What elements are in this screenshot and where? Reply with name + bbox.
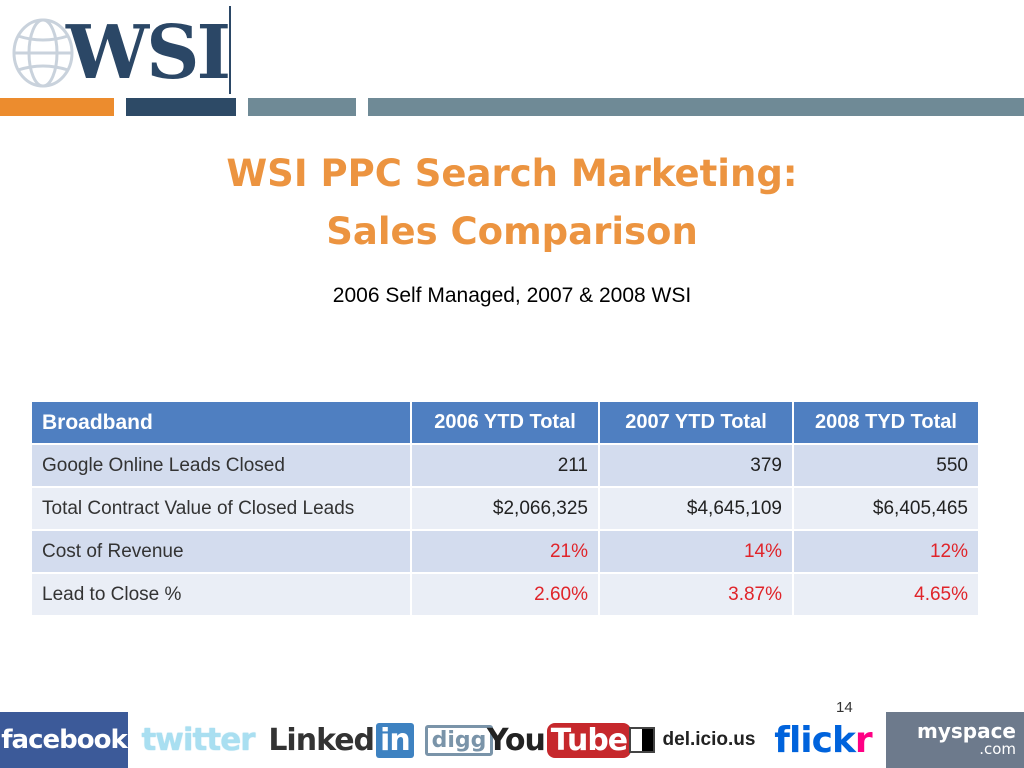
- table-cell: $2,066,325: [410, 486, 600, 531]
- title-line-2: Sales Comparison: [326, 210, 698, 253]
- myspace-logo-com: .com: [979, 740, 1016, 758]
- globe-icon: [12, 18, 74, 88]
- twitter-logo-text: twitter: [141, 722, 255, 758]
- table-cell: 550: [792, 443, 980, 488]
- twitter-logo: twitter: [136, 712, 260, 768]
- wsi-logo: WSI: [10, 8, 231, 96]
- youtube-logo: You Tube: [487, 712, 632, 768]
- myspace-logo-text: myspace: [916, 719, 1016, 743]
- table-cell: 21%: [410, 529, 600, 574]
- logo-divider: [229, 6, 231, 94]
- table-cell: 211: [410, 443, 600, 488]
- table-cell: $6,405,465: [792, 486, 980, 531]
- page-number: 14: [836, 699, 853, 716]
- slide-title: WSI PPC Search Marketing: Sales Comparis…: [0, 145, 1024, 261]
- table-cell: 2.60%: [410, 572, 600, 617]
- table-cell: 14%: [598, 529, 794, 574]
- linkedin-in-badge: in: [376, 722, 414, 758]
- delicious-logo-text: del.icio.us: [662, 729, 756, 750]
- logo-text: WSI: [66, 10, 231, 96]
- table-row: Lead to Close % 2.60% 3.87% 4.65%: [30, 572, 980, 617]
- table-cell: 4.65%: [792, 572, 980, 617]
- column-header: 2006 YTD Total: [410, 400, 600, 445]
- column-header: 2008 TYD Total: [792, 400, 980, 445]
- header-bar-slate-long: [368, 98, 1024, 116]
- table-cell: 379: [598, 443, 794, 488]
- table-cell: $4,645,109: [598, 486, 794, 531]
- column-header: 2007 YTD Total: [598, 400, 794, 445]
- digg-logo-text: digg: [424, 724, 494, 756]
- row-label: Google Online Leads Closed: [30, 443, 412, 488]
- delicious-square-icon: [628, 727, 655, 753]
- linkedin-logo-text: Linked: [268, 722, 375, 758]
- myspace-logo: myspace .com: [886, 712, 1024, 768]
- table-cell: 3.87%: [598, 572, 794, 617]
- row-label: Lead to Close %: [30, 572, 412, 617]
- column-header: Broadband: [30, 400, 412, 445]
- sales-comparison-table: Broadband 2006 YTD Total 2007 YTD Total …: [30, 400, 980, 617]
- social-logo-strip: facebook twitter Linked in digg You Tube d…: [0, 712, 1024, 768]
- facebook-logo: facebook: [0, 712, 128, 768]
- title-line-1: WSI PPC Search Marketing:: [226, 152, 798, 195]
- row-label: Total Contract Value of Closed Leads: [30, 486, 412, 531]
- table-cell: 12%: [792, 529, 980, 574]
- header-bar-orange: [0, 98, 114, 116]
- table-header-row: Broadband 2006 YTD Total 2007 YTD Total …: [30, 400, 980, 445]
- row-label: Cost of Revenue: [30, 529, 412, 574]
- flickr-logo: flick r: [768, 712, 878, 768]
- slide-subtitle: 2006 Self Managed, 2007 & 2008 WSI: [332, 284, 692, 307]
- header-bar-slate-short: [248, 98, 356, 116]
- table-row: Google Online Leads Closed 211 379 550: [30, 443, 980, 488]
- youtube-tube-badge: Tube: [546, 722, 632, 758]
- youtube-logo-text: You: [486, 722, 546, 758]
- delicious-logo: del.icio.us: [622, 712, 762, 768]
- linkedin-logo: Linked in: [268, 712, 414, 768]
- flickr-logo-text: flick: [774, 719, 856, 761]
- table-row: Cost of Revenue 21% 14% 12%: [30, 529, 980, 574]
- digg-logo: digg: [424, 712, 494, 768]
- facebook-logo-text: facebook: [1, 725, 128, 755]
- flickr-logo-r: r: [854, 719, 873, 761]
- header-bar-navy: [126, 98, 236, 116]
- table-row: Total Contract Value of Closed Leads $2,…: [30, 486, 980, 531]
